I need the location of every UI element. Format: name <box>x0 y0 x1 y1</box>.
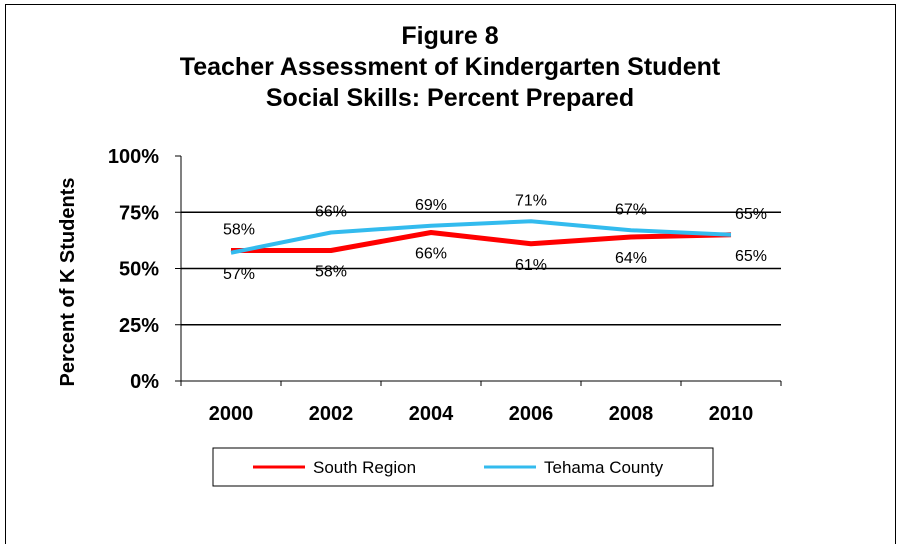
y-axis-label: Percent of K Students <box>57 178 79 387</box>
data-label-tehama-county: 67% <box>615 201 647 218</box>
legend-label-south-region: South Region <box>313 458 416 477</box>
chart-title-line-3: Social Skills: Percent Prepared <box>266 84 634 112</box>
x-tick-label: 2006 <box>509 403 554 425</box>
legend: South Region Tehama County <box>212 447 714 487</box>
y-tick-labels: 0% 25% 50% 75% 100% <box>108 146 159 393</box>
chart-title-group: Figure 8 Teacher Assessment of Kindergar… <box>180 22 721 112</box>
data-label-south-region: 58% <box>315 264 347 281</box>
data-labels: 58% 58% 66% 61% 64% 65% 57% 66% 69% 71% 67% 65% <box>223 192 767 283</box>
x-tick-label: 2008 <box>609 403 654 425</box>
data-label-tehama-county: 65% <box>735 206 767 223</box>
data-label-south-region: 61% <box>515 257 547 274</box>
y-tick-label: 50% <box>119 259 159 281</box>
gridlines <box>181 211 781 326</box>
y-tick-label: 0% <box>130 371 159 393</box>
x-tick-label: 2000 <box>209 403 254 425</box>
series-line-tehama-county <box>230 219 732 255</box>
axes <box>175 155 782 386</box>
data-label-tehama-county: 69% <box>415 197 447 214</box>
y-tick-label: 75% <box>119 202 159 224</box>
data-label-tehama-county: 66% <box>315 204 347 221</box>
legend-label-tehama-county: Tehama County <box>544 458 664 477</box>
series-line-south-region <box>231 230 732 253</box>
x-tick-label: 2004 <box>409 403 454 425</box>
data-label-tehama-county: 57% <box>223 266 255 283</box>
data-label-south-region: 58% <box>223 222 255 239</box>
data-label-tehama-county: 71% <box>515 192 547 209</box>
x-tick-label: 2010 <box>709 403 754 425</box>
chart-frame <box>5 4 896 544</box>
data-label-south-region: 64% <box>615 250 647 267</box>
x-tick-labels: 2000 2002 2004 2006 2008 2010 <box>209 403 754 425</box>
y-tick-label: 25% <box>119 315 159 337</box>
data-label-south-region: 66% <box>415 246 447 263</box>
series-lines <box>230 219 732 255</box>
data-label-south-region: 65% <box>735 248 767 265</box>
chart-title-line-1: Figure 8 <box>401 22 498 50</box>
line-chart: Figure 8 Teacher Assessment of Kindergar… <box>57 22 782 487</box>
chart-title-line-2: Teacher Assessment of Kindergarten Stude… <box>180 53 721 81</box>
y-tick-label: 100% <box>108 146 159 168</box>
x-tick-label: 2002 <box>309 403 354 425</box>
